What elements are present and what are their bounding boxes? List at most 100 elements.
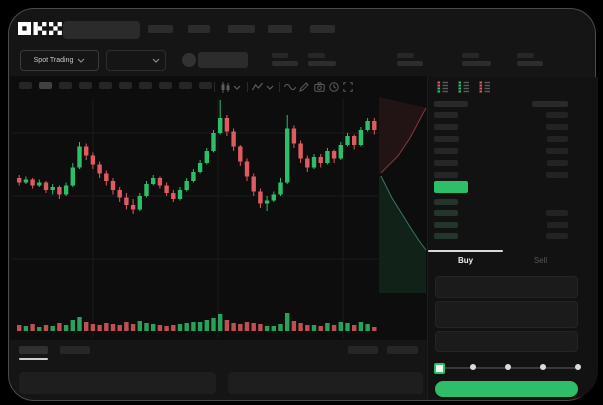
edit-icon[interactable] <box>299 82 309 92</box>
ask-amount-placeholder <box>547 160 568 166</box>
orderbook-col-header-amount <box>532 101 568 107</box>
orderbook-asks-icon[interactable] <box>478 80 492 94</box>
last-price-placeholder <box>198 52 248 68</box>
timeframe-button[interactable] <box>159 82 172 89</box>
stat-value <box>397 61 423 66</box>
bid-price-placeholder <box>434 233 458 239</box>
chevron-down-icon <box>152 58 160 63</box>
camera-icon[interactable] <box>314 82 325 92</box>
timeframe-button[interactable] <box>119 82 132 89</box>
tab-sell[interactable]: Sell <box>533 256 548 265</box>
bid-row[interactable] <box>428 197 578 207</box>
timeframe-button[interactable] <box>59 82 72 89</box>
trade-input-field[interactable] <box>435 331 578 352</box>
trade-input-field[interactable] <box>435 301 578 328</box>
nav-item[interactable] <box>228 25 255 33</box>
ask-price-placeholder <box>434 160 458 166</box>
ask-price-placeholder <box>434 112 458 118</box>
bottom-panel[interactable] <box>19 372 216 394</box>
wave-icon[interactable] <box>284 83 296 91</box>
bid-price-placeholder <box>434 222 458 228</box>
bottom-tab[interactable] <box>19 346 48 354</box>
slider-stop[interactable] <box>540 364 546 370</box>
timeframe-button[interactable] <box>99 82 112 89</box>
bid-row[interactable] <box>428 220 578 230</box>
stat-value <box>517 61 543 66</box>
slider-stop[interactable] <box>505 364 511 370</box>
timeframe-button[interactable] <box>39 82 52 89</box>
ask-amount-placeholder <box>546 172 568 178</box>
timeframe-button[interactable] <box>199 82 212 89</box>
bottom-tab[interactable] <box>60 346 90 354</box>
timeframe-button[interactable] <box>79 82 92 89</box>
stat-label <box>272 53 288 58</box>
slider-stop[interactable] <box>470 364 476 370</box>
nav-item[interactable] <box>268 25 292 33</box>
ask-price-placeholder <box>434 124 458 130</box>
slider-stop[interactable] <box>575 364 581 370</box>
bottom-control[interactable] <box>387 346 418 354</box>
stat-value <box>272 61 298 66</box>
slider-handle[interactable] <box>434 363 445 374</box>
ask-price-placeholder <box>434 172 458 178</box>
chart-type-icon[interactable] <box>219 81 231 93</box>
clock-icon[interactable] <box>329 82 339 92</box>
fullscreen-icon[interactable] <box>343 82 353 92</box>
coin-icon <box>182 53 196 67</box>
market-type-label: Spot Trading <box>33 57 74 64</box>
orderbook-last-price[interactable] <box>434 181 468 193</box>
orderbook-combined-icon[interactable] <box>436 80 450 94</box>
nav-item[interactable] <box>310 25 335 33</box>
ask-price-placeholder <box>434 136 459 142</box>
search-input[interactable] <box>63 21 140 39</box>
ask-row[interactable] <box>428 146 578 156</box>
bid-price-placeholder <box>434 199 458 205</box>
active-tab-indicator <box>428 250 503 252</box>
ask-price-placeholder <box>434 148 458 154</box>
ask-row[interactable] <box>428 122 578 132</box>
timeframe-button[interactable] <box>139 82 152 89</box>
ask-row[interactable] <box>428 170 578 180</box>
ask-row[interactable] <box>428 110 578 120</box>
ask-amount-placeholder <box>546 112 568 118</box>
bottom-panel[interactable] <box>228 372 423 394</box>
bid-row[interactable] <box>428 208 578 218</box>
bid-amount-placeholder <box>546 233 568 239</box>
timeframe-button[interactable] <box>19 82 32 89</box>
buy-submit-button[interactable] <box>435 381 578 397</box>
chevron-down-icon[interactable] <box>266 84 274 91</box>
chevron-down-icon[interactable] <box>233 84 241 91</box>
bid-price-placeholder <box>434 210 458 216</box>
bottom-tab-indicator <box>19 358 48 360</box>
market-type-dropdown[interactable]: Spot Trading <box>20 50 99 71</box>
ask-amount-placeholder <box>547 136 568 142</box>
pair-selector-dropdown[interactable] <box>106 50 166 71</box>
bottom-control[interactable] <box>348 346 378 354</box>
tab-buy[interactable]: Buy <box>457 256 474 265</box>
orderbook-bids-icon[interactable] <box>457 80 471 94</box>
ask-amount-placeholder <box>546 124 568 130</box>
orderbook-col-header-price <box>434 101 468 107</box>
stat-label <box>517 53 534 58</box>
indicator-icon[interactable] <box>252 82 263 92</box>
stat-label <box>462 53 479 58</box>
ask-row[interactable] <box>428 134 578 144</box>
stat-value <box>308 61 336 66</box>
stat-value <box>462 61 491 66</box>
ask-amount-placeholder <box>546 148 568 154</box>
timeframe-button[interactable] <box>179 82 192 89</box>
nav-item[interactable] <box>188 25 210 33</box>
okx-logo[interactable] <box>18 22 62 36</box>
bid-amount-placeholder <box>547 222 568 228</box>
ask-row[interactable] <box>428 158 578 168</box>
trade-input-field[interactable] <box>435 276 578 298</box>
bid-row[interactable] <box>428 231 578 241</box>
chevron-down-icon <box>77 58 85 63</box>
buy-sell-tabs: Buy Sell <box>428 250 578 272</box>
nav-item[interactable] <box>148 25 173 33</box>
